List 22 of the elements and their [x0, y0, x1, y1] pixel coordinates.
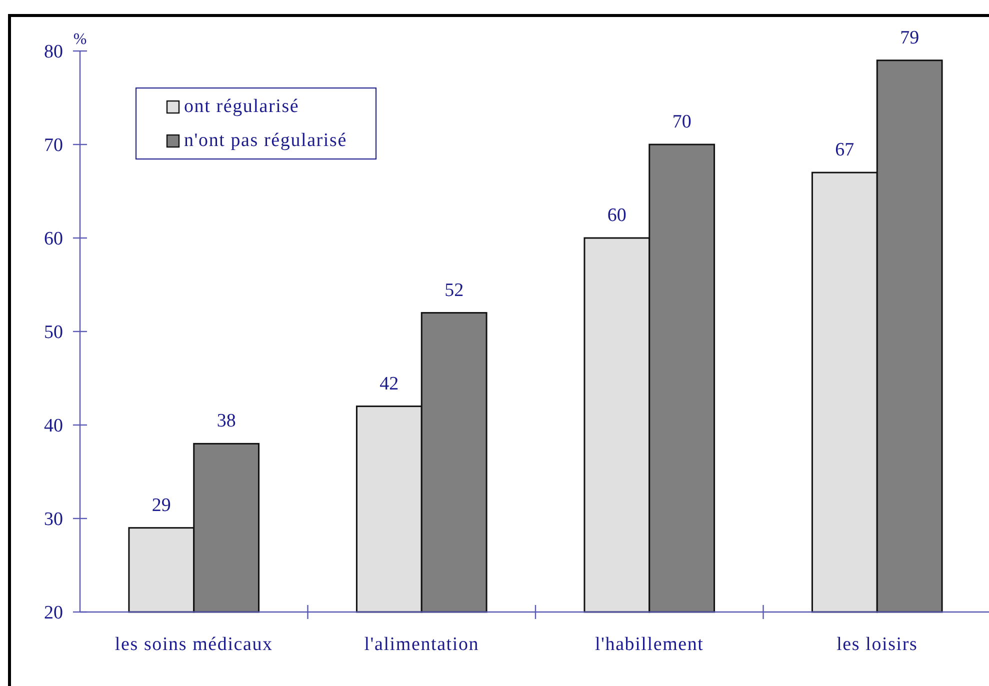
- legend-label: n'ont pas régularisé: [184, 130, 347, 151]
- data-label: 29: [152, 494, 171, 516]
- y-tick-label: 60: [44, 228, 63, 250]
- x-tick-label: l'habillement: [594, 634, 704, 655]
- y-tick-label: 80: [44, 42, 63, 63]
- x-tick-label: les loisirs: [836, 634, 918, 655]
- y-tick-label: 20: [44, 602, 63, 624]
- data-label: 42: [380, 373, 399, 394]
- legend-label: ont régularisé: [184, 96, 300, 117]
- data-label: 67: [835, 140, 854, 161]
- data-label: 79: [900, 27, 920, 48]
- data-label: 70: [672, 112, 692, 132]
- x-tick-label: les soins médicaux: [114, 634, 273, 655]
- y-axis-title: %: [73, 31, 87, 48]
- y-tick-label: 50: [44, 322, 63, 344]
- data-label: 52: [444, 280, 464, 301]
- data-label: 38: [216, 410, 236, 432]
- y-tick-label: 30: [44, 509, 63, 530]
- y-tick-label: 70: [44, 135, 63, 156]
- data-label: 60: [607, 205, 626, 226]
- y-tick-label: 40: [44, 416, 63, 437]
- x-tick-label: l'alimentation: [364, 634, 480, 655]
